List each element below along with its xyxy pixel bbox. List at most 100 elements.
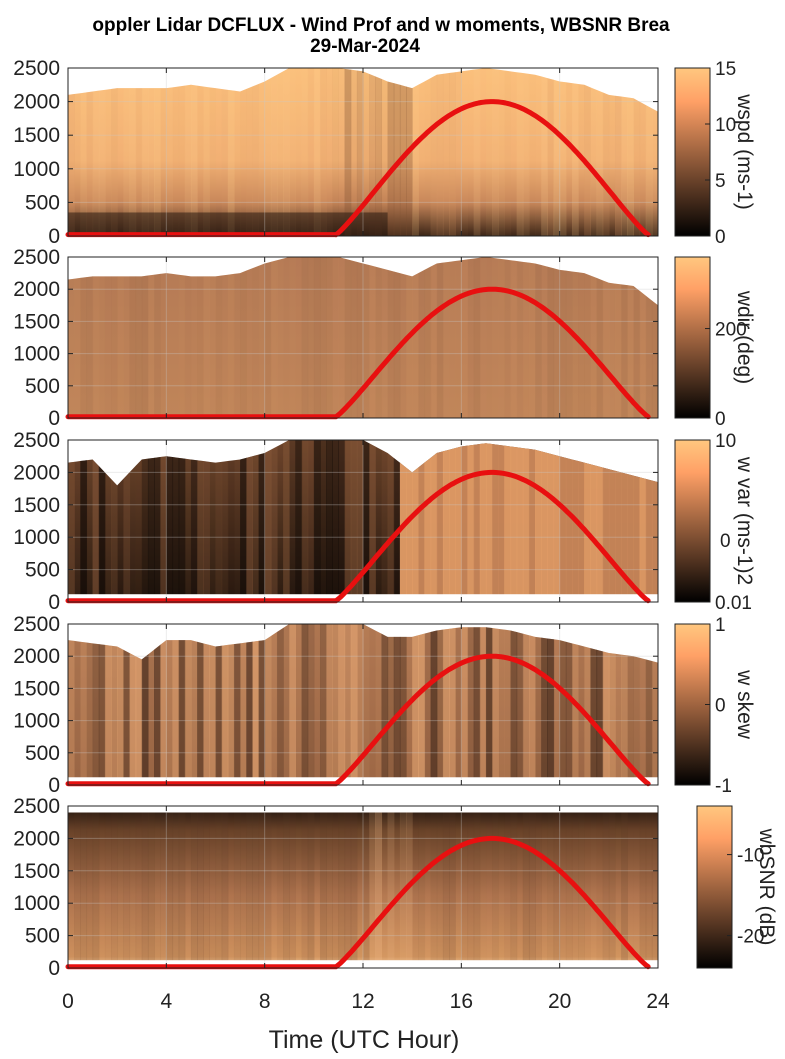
wvar-column (436, 440, 444, 602)
wskew-column (86, 624, 94, 785)
wvar-column (350, 440, 358, 602)
wspd-column (332, 68, 340, 236)
wvar-column (197, 440, 204, 602)
wdir-column (252, 257, 260, 418)
wskew-column (510, 624, 518, 785)
y-tick-label: 500 (25, 375, 60, 398)
wbsnr-column (406, 812, 413, 968)
wspd-column (430, 68, 438, 236)
wspd-column (504, 68, 512, 236)
wspd-column (74, 68, 81, 236)
wdir-field (68, 257, 658, 418)
wdir-column (283, 257, 290, 418)
wdir-column (203, 257, 210, 418)
wvar-column (313, 440, 321, 602)
wbsnr-column (633, 806, 640, 968)
wvar-column (375, 440, 382, 602)
wbsnr-column (436, 812, 444, 968)
wdir-column (135, 257, 143, 418)
wvar-column (455, 440, 462, 602)
wspd-column (436, 68, 444, 236)
wvar-column (258, 440, 266, 602)
wbsnr-column (645, 812, 653, 968)
wdir-column (80, 257, 88, 418)
wskew-column (123, 624, 131, 785)
wbsnr-column (184, 812, 192, 968)
wbsnr-column (381, 812, 389, 968)
wskew-column (258, 624, 266, 785)
wbsnr-column (141, 812, 149, 968)
wbsnr-column (461, 812, 469, 968)
wspd-column (313, 68, 321, 236)
wbsnr-column (307, 812, 315, 968)
wdir-column (154, 257, 161, 418)
wspd-column (602, 68, 610, 236)
wbsnr-column (295, 806, 302, 968)
wdir-column (651, 257, 658, 418)
wvar-column (510, 440, 518, 602)
wbsnr-column (74, 812, 81, 968)
wskew-column (455, 624, 462, 785)
wdir-column (608, 257, 616, 418)
wspd-column (111, 68, 118, 236)
colorbar-tick-label: 10 (715, 115, 736, 136)
wspd-column (117, 68, 124, 236)
wbsnr-column (154, 812, 161, 968)
wdir-column (541, 257, 548, 418)
wvar-column (596, 440, 604, 602)
wvar-column (240, 440, 247, 602)
wspd-column (350, 68, 358, 236)
wdir-column (473, 257, 481, 418)
y-tick-label: 1000 (13, 710, 60, 733)
wdir-colorbar-label: wdir (deg) (733, 290, 756, 384)
wspd-column (104, 68, 112, 236)
wspd-column (221, 68, 229, 236)
wdir-colorbar (674, 256, 711, 419)
wskew-field (68, 624, 658, 785)
wvar-column (645, 440, 653, 602)
wdir-column (492, 257, 499, 418)
wvar-column (578, 440, 585, 602)
wbsnr-column (498, 806, 505, 968)
wdir-column (381, 257, 389, 418)
colorbar-tick-label: 200 (715, 320, 747, 341)
wdir-column (233, 257, 241, 418)
wbsnr-column (172, 812, 180, 968)
wvar-column (172, 440, 180, 602)
wdir-column (270, 257, 278, 418)
wbsnr-column (369, 812, 376, 968)
wdir-column (486, 257, 493, 418)
wdir-column (467, 257, 475, 418)
wbsnr-column (449, 812, 456, 968)
wvar-column (387, 440, 395, 602)
wvar-column (74, 440, 81, 602)
wbsnr-column (246, 812, 253, 968)
wdir-column (295, 257, 303, 418)
wspd-column (584, 68, 591, 236)
wskew-column (135, 624, 143, 785)
wdir-column (559, 257, 567, 418)
wdir-column (68, 257, 75, 418)
wbsnr-column (160, 812, 167, 968)
wskew-column (190, 624, 198, 785)
wvar-column (234, 440, 241, 602)
wskew-column (209, 624, 217, 785)
wdir-column (621, 257, 628, 418)
wdir-column (442, 257, 450, 418)
wspd-column (172, 68, 180, 236)
wspd-column (387, 68, 395, 236)
wdir-column (522, 257, 530, 418)
wdir-column (123, 257, 130, 418)
y-tick-label: 0 (48, 407, 60, 430)
wspd-column (276, 68, 284, 236)
wspd-column (590, 68, 598, 236)
y-tick-label: 2500 (13, 613, 60, 636)
wbsnr-column (528, 812, 536, 968)
wspd-column (485, 68, 493, 236)
wdir-column (332, 257, 340, 418)
wdir-column (111, 257, 118, 418)
chart-title-line1: oppler Lidar DCFLUX - Wind Prof and w mo… (92, 15, 670, 36)
wspd-column (467, 68, 474, 236)
wspd-column (147, 68, 155, 236)
